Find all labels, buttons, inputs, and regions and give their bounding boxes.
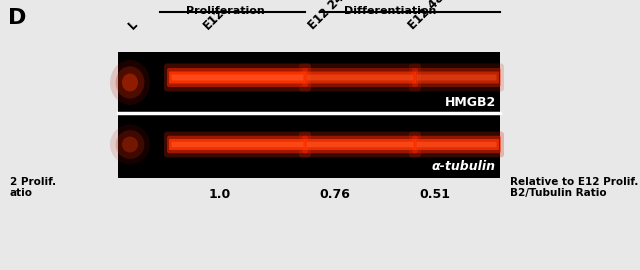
Bar xyxy=(118,115,500,178)
FancyBboxPatch shape xyxy=(164,63,311,92)
FancyBboxPatch shape xyxy=(172,142,303,147)
Text: D: D xyxy=(8,8,26,28)
Text: HMGB2: HMGB2 xyxy=(445,96,496,109)
FancyBboxPatch shape xyxy=(414,72,499,83)
FancyBboxPatch shape xyxy=(299,131,421,157)
Text: L: L xyxy=(126,18,140,32)
Ellipse shape xyxy=(122,137,138,153)
Text: α-tubulin: α-tubulin xyxy=(432,160,496,173)
FancyBboxPatch shape xyxy=(304,139,416,150)
FancyBboxPatch shape xyxy=(167,68,308,87)
Ellipse shape xyxy=(116,66,145,99)
FancyBboxPatch shape xyxy=(307,75,413,80)
FancyBboxPatch shape xyxy=(417,142,497,147)
FancyBboxPatch shape xyxy=(169,72,306,83)
FancyBboxPatch shape xyxy=(169,139,306,150)
Bar xyxy=(118,52,500,113)
Text: 1.0: 1.0 xyxy=(209,188,231,201)
Text: Proliferation: Proliferation xyxy=(186,6,264,16)
Text: 0.76: 0.76 xyxy=(319,188,351,201)
FancyBboxPatch shape xyxy=(172,75,303,80)
Text: B2/Tubulin Ratio: B2/Tubulin Ratio xyxy=(510,188,607,198)
Ellipse shape xyxy=(116,130,145,159)
Ellipse shape xyxy=(110,124,150,164)
Text: 0.51: 0.51 xyxy=(419,188,451,201)
FancyBboxPatch shape xyxy=(302,136,418,153)
Text: Relative to E12 Prolif.: Relative to E12 Prolif. xyxy=(510,177,638,187)
Ellipse shape xyxy=(110,60,150,105)
FancyBboxPatch shape xyxy=(412,136,501,153)
FancyBboxPatch shape xyxy=(304,72,416,83)
FancyBboxPatch shape xyxy=(302,68,418,87)
FancyBboxPatch shape xyxy=(167,136,308,153)
FancyBboxPatch shape xyxy=(412,68,501,87)
FancyBboxPatch shape xyxy=(409,131,504,157)
Text: E12 24h: E12 24h xyxy=(306,0,353,32)
FancyBboxPatch shape xyxy=(164,131,311,157)
Text: E12: E12 xyxy=(201,6,227,32)
FancyBboxPatch shape xyxy=(409,63,504,92)
Text: atio: atio xyxy=(10,188,33,198)
Text: Differentiation: Differentiation xyxy=(344,6,436,16)
FancyBboxPatch shape xyxy=(414,139,499,150)
Text: 2 Prolif.: 2 Prolif. xyxy=(10,177,56,187)
FancyBboxPatch shape xyxy=(299,63,421,92)
Ellipse shape xyxy=(122,73,138,92)
Text: E12 48h: E12 48h xyxy=(406,0,452,32)
FancyBboxPatch shape xyxy=(307,142,413,147)
FancyBboxPatch shape xyxy=(417,75,497,80)
